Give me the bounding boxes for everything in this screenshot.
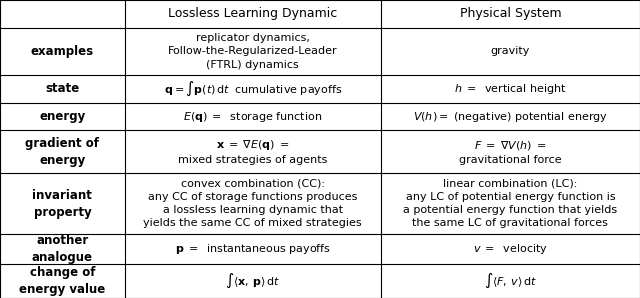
- Text: $v\; =\;$ velocity: $v\; =\;$ velocity: [473, 242, 548, 256]
- Text: Physical System: Physical System: [460, 7, 561, 20]
- Text: convex combination (CC):
any CC of storage functions produces
a lossless learnin: convex combination (CC): any CC of stora…: [143, 179, 362, 228]
- Text: $E(\mathbf{q})\; =\;$ storage function: $E(\mathbf{q})\; =\;$ storage function: [183, 109, 323, 123]
- Text: linear combination (LC):
any LC of potential energy function is
a potential ener: linear combination (LC): any LC of poten…: [403, 179, 618, 228]
- Text: replicator dynamics,
Follow-the-Regularized-Leader
(FTRL) dynamics: replicator dynamics, Follow-the-Regulari…: [168, 33, 338, 69]
- Text: Lossless Learning Dynamic: Lossless Learning Dynamic: [168, 7, 337, 20]
- Text: another
analogue: another analogue: [32, 234, 93, 264]
- Text: gravity: gravity: [491, 46, 530, 56]
- Text: $V(h) = $ (negative) potential energy: $V(h) = $ (negative) potential energy: [413, 109, 608, 123]
- Text: invariant
property: invariant property: [33, 189, 92, 218]
- Text: state: state: [45, 82, 79, 95]
- Text: $\int \langle \mathbf{x},\, \mathbf{p}\rangle\, \mathrm{d}t$: $\int \langle \mathbf{x},\, \mathbf{p}\r…: [225, 272, 280, 290]
- Text: examples: examples: [31, 45, 94, 58]
- Text: $F\; =\; \nabla V(h)\; =$
gravitational force: $F\; =\; \nabla V(h)\; =$ gravitational …: [459, 139, 562, 165]
- Text: $\int \langle F,\, v\rangle\, \mathrm{d}t$: $\int \langle F,\, v\rangle\, \mathrm{d}…: [484, 272, 537, 290]
- Text: gradient of
energy: gradient of energy: [26, 137, 99, 167]
- Text: $h\; =\;$ vertical height: $h\; =\;$ vertical height: [454, 82, 566, 96]
- Text: $\mathbf{q} = \int \mathbf{p}(t)\,\mathrm{d}t\;$ cumulative payoffs: $\mathbf{q} = \int \mathbf{p}(t)\,\mathr…: [164, 80, 342, 98]
- Text: change of
energy value: change of energy value: [19, 266, 106, 296]
- Text: $\mathbf{x}\; =\; \nabla E(\mathbf{q})\; =$
mixed strategies of agents: $\mathbf{x}\; =\; \nabla E(\mathbf{q})\;…: [178, 138, 328, 165]
- Text: energy: energy: [39, 110, 86, 123]
- Text: $\mathbf{p}\; =\;$ instantaneous payoffs: $\mathbf{p}\; =\;$ instantaneous payoffs: [175, 242, 331, 256]
